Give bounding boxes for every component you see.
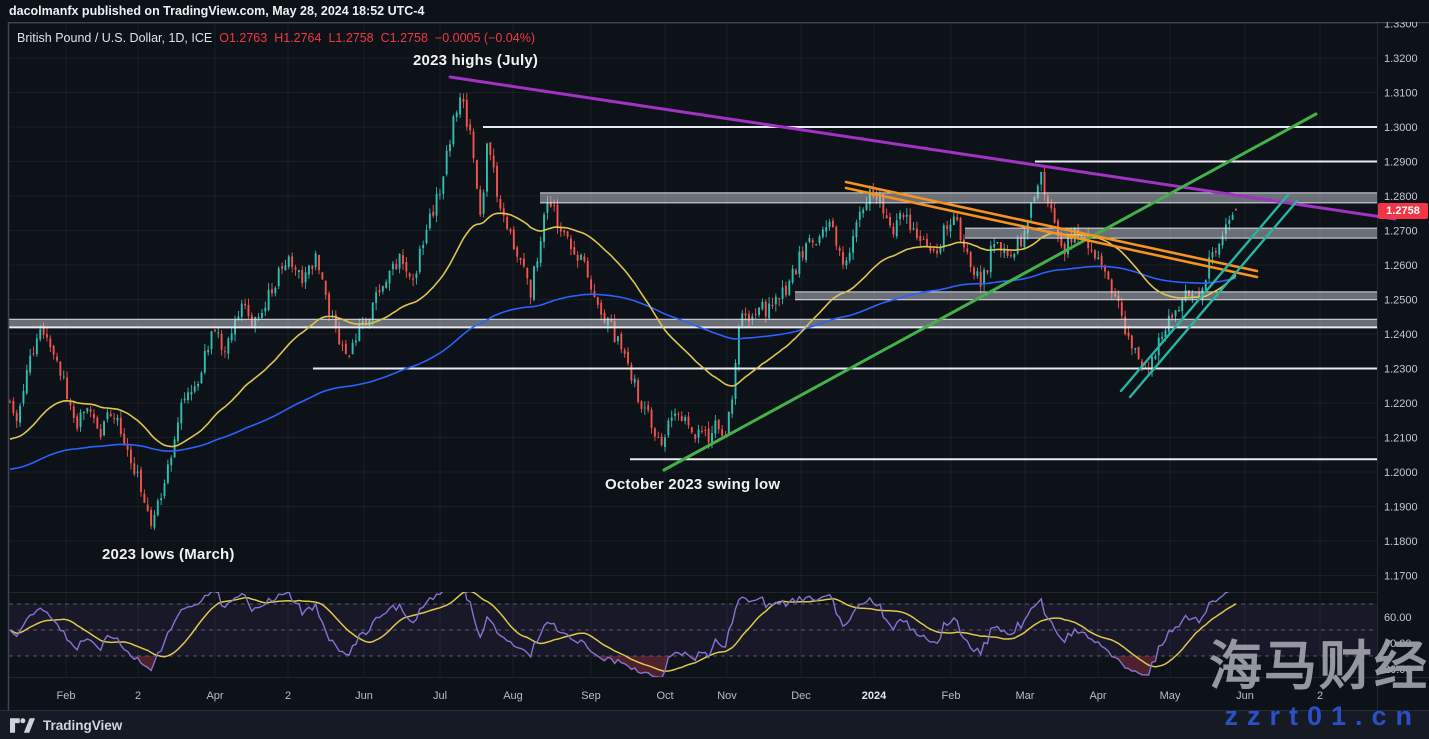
moving-averages (9, 212, 1237, 471)
grid (9, 23, 1377, 677)
time-tick-label[interactable]: Sep (581, 690, 601, 702)
rsi-pane (9, 580, 1237, 678)
price-tick-label[interactable]: 1.2200 (1384, 398, 1418, 410)
time-tick-label[interactable]: 2 (1317, 690, 1323, 702)
time-tick-label[interactable]: Dec (791, 690, 811, 702)
time-tick-label[interactable]: Feb (942, 690, 961, 702)
price-tick-label[interactable]: 1.3100 (1384, 88, 1418, 100)
trendline-orange-lower[interactable] (844, 186, 1259, 279)
horizontal-levels (9, 126, 1377, 461)
time-tick-label[interactable]: Feb (57, 690, 76, 702)
time-tick-label[interactable]: Mar (1016, 690, 1035, 702)
price-tick-label[interactable]: 1.2700 (1384, 226, 1418, 238)
price-tick-label[interactable]: 1.3200 (1384, 53, 1418, 65)
rsi-oversold-fill (130, 656, 155, 671)
price-zones (9, 192, 1377, 328)
price-tick-label[interactable]: 1.2500 (1384, 295, 1418, 307)
rsi-tick-label[interactable]: 60.00 (1384, 612, 1412, 624)
symbol-title[interactable]: British Pound / U.S. Dollar, 1D, ICE (17, 31, 213, 45)
time-axis[interactable]: Feb 2 Apr 2 Jun Jul Aug Sep Oct Nov Dec 2024 Feb Mar A… (57, 690, 1324, 702)
price-tick-label[interactable]: 1.2800 (1384, 191, 1418, 203)
price-tick-label[interactable]: 1.1800 (1384, 536, 1418, 548)
tradingview-brand[interactable]: TradingView (43, 717, 123, 733)
ma-fast-line[interactable] (9, 212, 1237, 448)
time-tick-label[interactable]: Apr (206, 690, 223, 702)
ohlc-h: H1.2764 (274, 31, 322, 45)
ohlc-c: C1.2758 (380, 31, 428, 45)
time-tick-label[interactable]: Apr (1089, 690, 1106, 702)
rsi-tick-label[interactable]: 20.00 (1384, 664, 1412, 676)
watermark-subtitle: zzrt01.cn (1224, 701, 1421, 731)
price-tick-label[interactable]: 1.1700 (1384, 571, 1418, 583)
zone-1p2430[interactable] (9, 319, 1377, 328)
rsi-tick-label[interactable]: 40.00 (1384, 638, 1412, 650)
price-axis[interactable]: 1.33001.32001.31001.30001.29001.28001.27… (1384, 19, 1418, 677)
price-tick-label[interactable]: 1.2000 (1384, 467, 1418, 479)
bottom-toolbar: TradingView (0, 710, 1429, 739)
rsi-oversold-fill (597, 656, 669, 677)
time-tick-label[interactable]: 2024 (862, 690, 887, 702)
time-tick-label[interactable]: Nov (717, 690, 737, 702)
symbol-legend: British Pound / U.S. Dollar, 1D, ICE O1.… (17, 31, 535, 45)
rsi-ma-line[interactable] (9, 591, 1237, 673)
candles[interactable] (9, 92, 1237, 531)
price-tick-label[interactable]: 1.2300 (1384, 364, 1418, 376)
last-price-value: 1.2758 (1386, 205, 1420, 217)
ohlc-o: O1.2763 (219, 31, 268, 45)
price-tick-label[interactable]: 1.3000 (1384, 122, 1418, 134)
pane-borders (7, 21, 1429, 710)
trendlines (448, 75, 1397, 472)
ohlc-l: L1.2758 (328, 31, 374, 45)
price-change: −0.0005 (−0.04%) (434, 31, 535, 45)
last-price-label: 1.2758 (1378, 203, 1428, 219)
trendline-green-support[interactable] (662, 112, 1318, 472)
time-tick-label[interactable]: May (1160, 690, 1181, 702)
zone-1p2510[interactable] (795, 291, 1377, 300)
trendline-teal-channel-upper[interactable] (1119, 193, 1290, 393)
time-tick-label[interactable]: Jun (355, 690, 373, 702)
time-tick-label[interactable]: Jul (433, 690, 447, 702)
ohlc-values: O1.2763 H1.2764 L1.2758 C1.2758 (219, 31, 428, 45)
price-tick-label[interactable]: 1.1900 (1384, 502, 1418, 514)
price-tick-label[interactable]: 1.2900 (1384, 157, 1418, 169)
zone-1p2800[interactable] (540, 192, 1377, 203)
price-tick-label[interactable]: 1.2600 (1384, 260, 1418, 272)
chart-annotation-3[interactable]: 2023 lows (March) (102, 546, 235, 563)
rsi-oversold-fill (1111, 656, 1156, 675)
rsi-pane-levels (9, 603, 1377, 657)
chart-annotation-1[interactable]: 2023 highs (July) (413, 52, 539, 69)
publisher-attribution: dacolmanfx published on TradingView.com,… (9, 4, 425, 18)
trendline-teal-channel-lower[interactable] (1128, 199, 1299, 399)
time-tick-label[interactable]: Oct (656, 690, 673, 702)
time-tick-label[interactable]: Jun (1236, 690, 1254, 702)
chart-annotation-2[interactable]: October 2023 swing low (605, 476, 781, 493)
watermark-title: 海马财经 (1209, 637, 1429, 696)
time-tick-label[interactable]: Aug (503, 690, 523, 702)
price-tick-label[interactable]: 1.2400 (1384, 329, 1418, 341)
time-tick-label[interactable]: 2 (135, 690, 141, 702)
time-tick-label[interactable]: 2 (285, 690, 291, 702)
price-tick-label[interactable]: 1.2100 (1384, 433, 1418, 445)
ma-slow-line[interactable] (9, 265, 1237, 471)
rsi-line[interactable] (9, 580, 1236, 678)
publisher-bar: dacolmanfx published on TradingView.com,… (0, 0, 1429, 22)
zone-1p2700[interactable] (965, 228, 1377, 239)
trendline-orange-upper[interactable] (844, 180, 1259, 273)
tradingview-logo-icon[interactable] (10, 717, 35, 733)
trendline-purple-resistance[interactable] (448, 75, 1397, 221)
